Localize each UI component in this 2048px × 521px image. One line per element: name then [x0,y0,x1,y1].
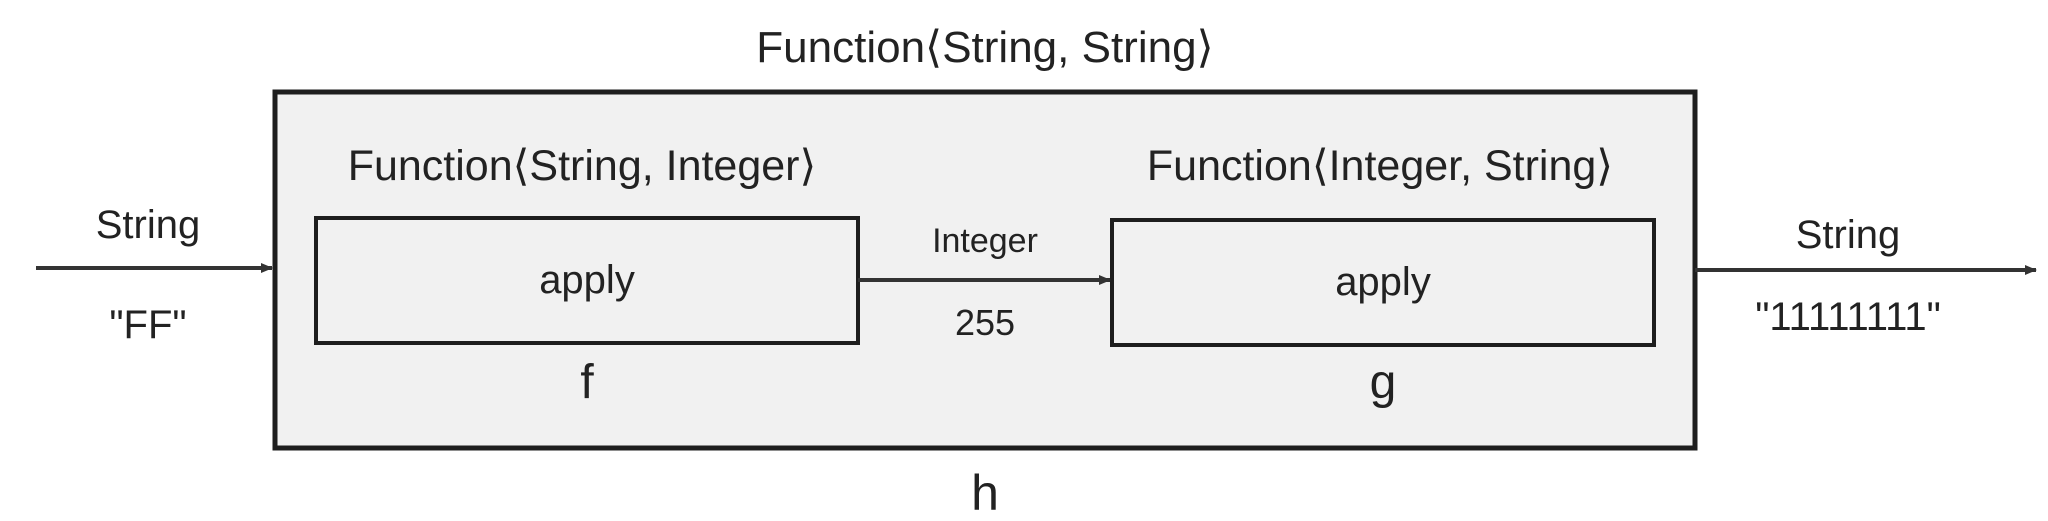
f-type-label: Function⟨String, Integer⟩ [348,142,817,190]
f-apply-label: apply [539,258,635,302]
middle-value-label: 255 [955,302,1015,343]
output-type-label: String [1796,213,1901,257]
middle-type-label: Integer [932,222,1038,260]
output-value-label: "11111111" [1755,295,1941,339]
g-function-box [1110,218,1656,347]
f-name-label: f [580,356,594,409]
input-value-label: "FF" [109,303,186,347]
g-name-label: g [1370,356,1397,409]
input-type-label: String [96,203,201,247]
outer-function-name-label: h [971,465,999,521]
outer-function-type-label: Function⟨String, String⟩ [756,23,1213,72]
g-type-label: Function⟨Integer, String⟩ [1147,142,1613,190]
f-function-box [314,216,860,345]
g-apply-label: apply [1335,260,1431,304]
